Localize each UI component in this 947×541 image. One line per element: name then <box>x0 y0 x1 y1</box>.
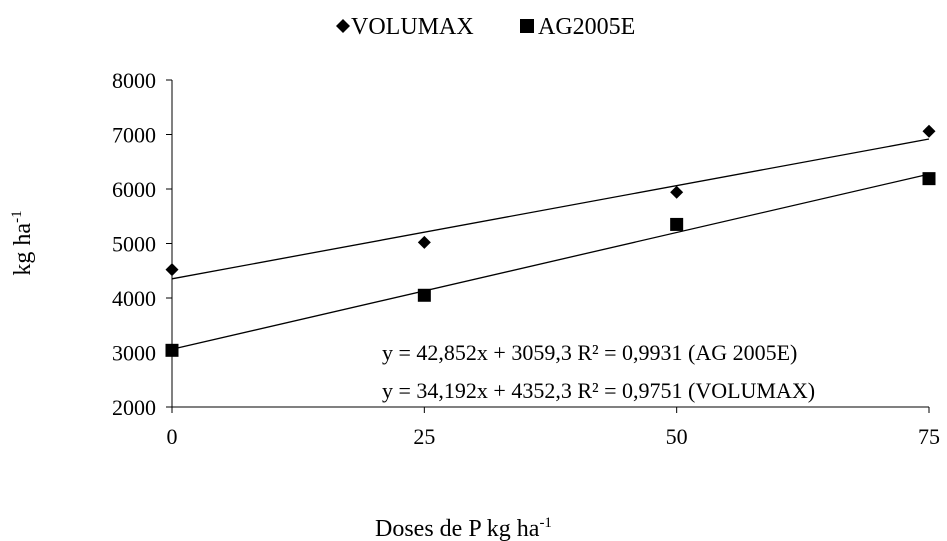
x-axis-title: Doses de P kg ha-1 <box>375 515 552 541</box>
x-tick-label: 25 <box>413 424 435 449</box>
series-ag2005e-points <box>165 172 936 357</box>
y-tick-label: 3000 <box>112 341 156 366</box>
equation-volumax: y = 34,192x + 4352,3 R² = 0,9751 (VOLUMA… <box>382 378 815 403</box>
y-tick-label: 6000 <box>112 177 156 202</box>
data-point-ag2005e <box>417 288 431 302</box>
equation-ag2005e: y = 42,852x + 3059,3 R² = 0,9931 (AG 200… <box>382 340 797 365</box>
y-tick-label: 2000 <box>112 395 156 420</box>
y-tick-label: 7000 <box>112 123 156 148</box>
y-tick-label: 8000 <box>112 68 156 93</box>
y-axis-title-base: kg ha <box>10 223 36 276</box>
legend: VOLUMAX AG2005E <box>336 14 635 40</box>
trendline-ag2005e <box>171 173 930 350</box>
y-axis-title-exponent: -1 <box>9 210 25 223</box>
series-volumax-points <box>165 124 936 277</box>
y-axis-title: kg ha-1 <box>9 210 36 275</box>
data-point-ag2005e <box>670 217 684 231</box>
x-tick-label: 0 <box>167 424 178 449</box>
legend-label-ag2005e: AG2005E <box>538 14 635 40</box>
data-point-ag2005e <box>165 343 179 357</box>
x-tick-label: 50 <box>666 424 688 449</box>
x-tick-label: 75 <box>918 424 940 449</box>
x-axis-title-exponent: -1 <box>539 515 552 531</box>
data-point-volumax <box>417 235 431 249</box>
x-axis-title-base: Doses de P kg ha <box>375 516 540 541</box>
data-point-volumax <box>670 185 684 199</box>
legend-marker-volumax <box>336 19 350 33</box>
trendline-volumax <box>171 138 930 280</box>
y-tick-label: 5000 <box>112 232 156 257</box>
legend-label-volumax: VOLUMAX <box>351 14 474 40</box>
x-ticks: 0 25 50 75 <box>167 407 940 449</box>
y-ticks: 2000 3000 4000 5000 6000 7000 8000 <box>112 68 172 420</box>
data-point-ag2005e <box>922 172 936 186</box>
data-point-volumax <box>922 124 936 138</box>
legend-marker-ag2005e <box>520 19 534 33</box>
data-point-volumax <box>165 263 179 277</box>
y-tick-label: 4000 <box>112 286 156 311</box>
